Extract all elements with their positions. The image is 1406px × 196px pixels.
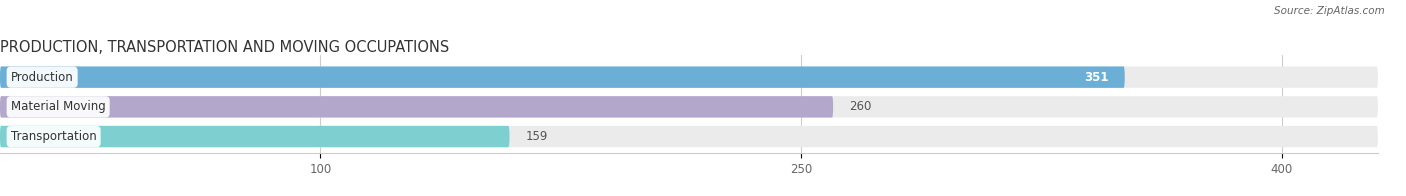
FancyBboxPatch shape [0,66,1125,88]
FancyBboxPatch shape [0,96,834,118]
Text: 260: 260 [849,100,872,113]
Text: Source: ZipAtlas.com: Source: ZipAtlas.com [1274,6,1385,16]
Text: Material Moving: Material Moving [11,100,105,113]
Text: 159: 159 [526,130,548,143]
Text: PRODUCTION, TRANSPORTATION AND MOVING OCCUPATIONS: PRODUCTION, TRANSPORTATION AND MOVING OC… [0,40,450,55]
FancyBboxPatch shape [0,66,1378,88]
Text: Transportation: Transportation [11,130,97,143]
FancyBboxPatch shape [0,126,509,147]
Text: 351: 351 [1084,71,1109,84]
FancyBboxPatch shape [0,126,1378,147]
Text: Production: Production [11,71,73,84]
FancyBboxPatch shape [0,96,1378,118]
